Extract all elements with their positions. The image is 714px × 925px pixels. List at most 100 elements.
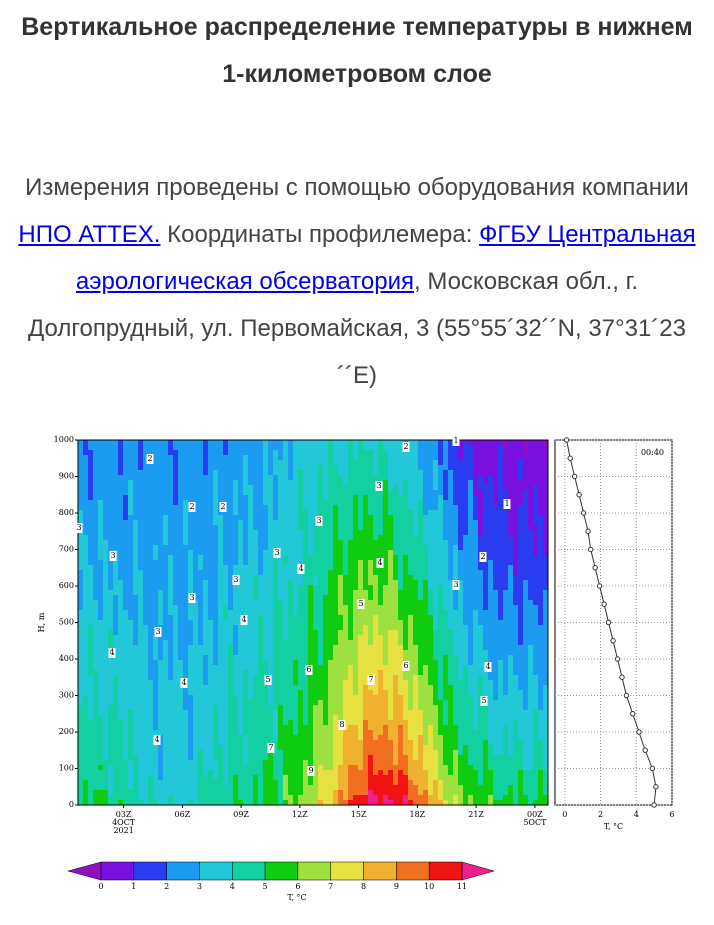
contour-cell — [333, 685, 339, 691]
contour-cell — [148, 665, 154, 671]
contour-cell — [338, 560, 344, 566]
contour-cell — [243, 595, 249, 601]
contour-cell — [248, 545, 254, 551]
contour-cell — [133, 790, 139, 796]
contour-cell — [163, 615, 169, 621]
link[interactable]: ФГБУ Центральная аэрологическая обсерват… — [75, 221, 696, 295]
contour-cell — [358, 790, 364, 796]
contour-cell — [118, 485, 124, 491]
contour-cell — [258, 610, 264, 616]
contour-cell — [328, 470, 334, 476]
contour-cell — [153, 605, 159, 611]
contour-cell — [388, 725, 394, 731]
contour-cell — [323, 625, 329, 631]
contour-cell — [248, 555, 254, 561]
contour-cell — [163, 620, 169, 626]
contour-cell — [258, 570, 264, 576]
contour-cell — [233, 700, 239, 706]
contour-cell — [228, 780, 234, 786]
contour-cell — [273, 660, 279, 666]
contour-cell — [348, 640, 354, 646]
contour-cell — [253, 615, 259, 621]
contour-cell — [258, 515, 264, 521]
contour-cell — [223, 580, 229, 586]
contour-cell — [218, 495, 224, 501]
contour-cell — [198, 625, 204, 631]
contour-cell — [78, 660, 84, 666]
contour-cell — [293, 525, 299, 531]
contour-cell — [228, 645, 234, 651]
contour-cell — [318, 685, 324, 691]
contour-cell — [98, 710, 104, 716]
contour-cell — [98, 685, 104, 691]
contour-cell — [213, 725, 219, 731]
contour-cell — [288, 490, 294, 496]
contour-cell — [188, 675, 194, 681]
contour-cell — [78, 680, 84, 686]
contour-cell — [288, 500, 294, 506]
contour-cell — [173, 455, 179, 461]
contour-cell — [88, 445, 94, 451]
contour-cell — [148, 505, 154, 511]
contour-cell — [98, 440, 104, 446]
contour-cell — [78, 770, 84, 776]
contour-cell — [268, 730, 274, 736]
contour-cell — [283, 590, 289, 596]
contour-cell — [383, 535, 389, 541]
contour-cell — [238, 510, 244, 516]
contour-cell — [383, 650, 389, 656]
contour-cell — [93, 455, 99, 461]
contour-cell — [273, 765, 279, 771]
contour-cell — [338, 535, 344, 541]
contour-cell — [383, 695, 389, 701]
contour-cell — [108, 620, 114, 626]
contour-cell — [143, 605, 149, 611]
contour-cell — [278, 780, 284, 786]
contour-cell — [113, 750, 119, 756]
contour-cell — [403, 495, 409, 501]
contour-cell — [148, 495, 154, 501]
contour-cell — [158, 600, 164, 606]
contour-cell — [383, 735, 389, 741]
contour-cell — [258, 470, 264, 476]
contour-cell — [313, 700, 319, 706]
contour-cell — [238, 740, 244, 746]
contour-cell — [413, 735, 419, 741]
contour-cell — [268, 580, 274, 586]
contour-cell — [293, 615, 299, 621]
contour-cell — [103, 710, 109, 716]
contour-cell — [388, 620, 394, 626]
contour-cell — [83, 765, 89, 771]
contour-cell — [78, 735, 84, 741]
contour-cell — [323, 715, 329, 721]
contour-cell — [318, 445, 324, 451]
contour-cell — [173, 685, 179, 691]
contour-cell — [138, 685, 144, 691]
link[interactable]: НПО АТТЕХ. — [18, 221, 161, 248]
contour-cell — [233, 565, 239, 571]
contour-cell — [358, 770, 364, 776]
contour-cell — [213, 655, 219, 661]
contour-cell — [278, 510, 284, 516]
contour-cell — [288, 655, 294, 661]
contour-cell — [138, 645, 144, 651]
contour-cell — [273, 620, 279, 626]
contour-cell — [243, 795, 249, 801]
contour-cell — [228, 585, 234, 591]
contour-cell — [328, 700, 334, 706]
contour-cell — [248, 525, 254, 531]
contour-cell — [298, 710, 304, 716]
contour-cell — [303, 750, 309, 756]
contour-cell — [183, 720, 189, 726]
contour-cell — [403, 770, 409, 776]
contour-cell — [353, 445, 359, 451]
contour-cell — [228, 735, 234, 741]
contour-cell — [78, 755, 84, 761]
contour-cell — [323, 695, 329, 701]
contour-cell — [418, 490, 424, 496]
contour-cell — [98, 595, 104, 601]
contour-cell — [378, 585, 384, 591]
contour-cell — [368, 690, 374, 696]
contour-cell — [238, 750, 244, 756]
contour-cell — [348, 680, 354, 686]
